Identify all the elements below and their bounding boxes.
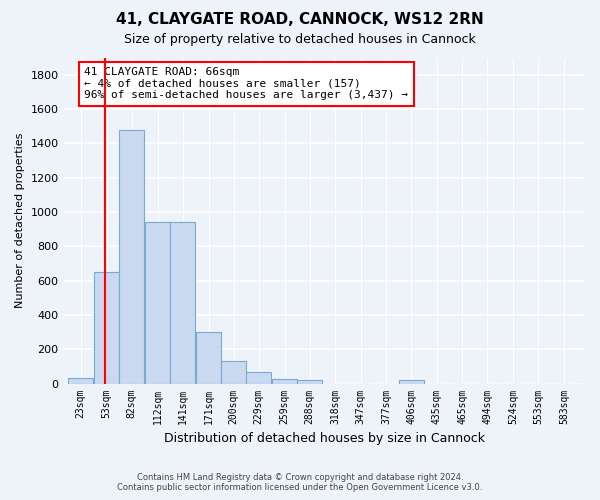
Bar [297, 380, 322, 384]
Bar [246, 372, 271, 384]
Bar [399, 380, 424, 384]
Bar [145, 222, 170, 384]
Text: Size of property relative to detached houses in Cannock: Size of property relative to detached ho… [124, 32, 476, 46]
Bar [68, 378, 94, 384]
Bar [221, 361, 246, 384]
Bar [170, 222, 195, 384]
Y-axis label: Number of detached properties: Number of detached properties [15, 133, 25, 308]
Text: 41, CLAYGATE ROAD, CANNOCK, WS12 2RN: 41, CLAYGATE ROAD, CANNOCK, WS12 2RN [116, 12, 484, 28]
Bar [272, 380, 297, 384]
Bar [94, 272, 119, 384]
Bar [119, 130, 144, 384]
Bar [196, 332, 221, 384]
Text: 41 CLAYGATE ROAD: 66sqm
← 4% of detached houses are smaller (157)
96% of semi-de: 41 CLAYGATE ROAD: 66sqm ← 4% of detached… [85, 68, 409, 100]
Text: Contains HM Land Registry data © Crown copyright and database right 2024.
Contai: Contains HM Land Registry data © Crown c… [118, 473, 482, 492]
X-axis label: Distribution of detached houses by size in Cannock: Distribution of detached houses by size … [164, 432, 485, 445]
